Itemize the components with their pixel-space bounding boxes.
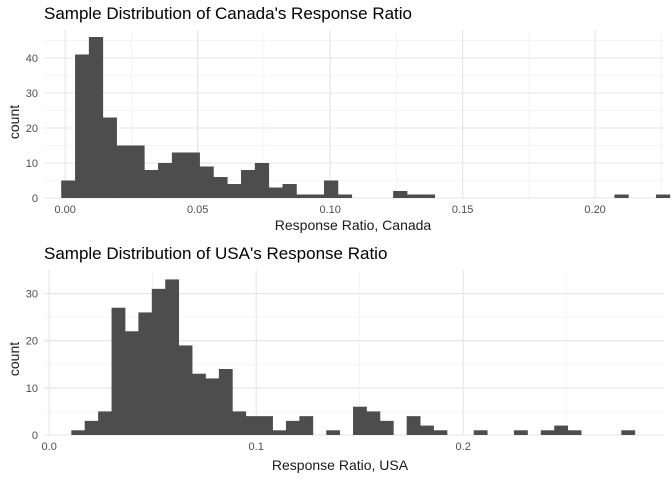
histogram-bar — [285, 420, 300, 435]
tick-labels: 0.00 0.05 0.10 0.15 0.20 0 10 20 30 40 — [26, 53, 606, 216]
histogram-bar — [124, 331, 139, 435]
histogram-bar — [227, 184, 242, 198]
histogram-bars — [71, 279, 636, 435]
x-axis-label: Response Ratio, Canada — [274, 217, 432, 233]
y-tick-label: 40 — [26, 53, 38, 65]
histogram-bar — [241, 170, 256, 198]
histogram-bar — [205, 378, 220, 435]
histogram-bar — [268, 187, 283, 198]
histogram-bar — [420, 194, 436, 198]
histogram-bar — [84, 420, 99, 435]
histogram-bar — [138, 312, 153, 435]
usa-histogram-panel: Sample Distribution of USA's Response Ra… — [0, 240, 672, 480]
x-tick-label: 0.2 — [456, 441, 471, 453]
histogram-bar — [324, 180, 339, 198]
histogram-bar — [75, 54, 90, 198]
histogram-bar — [554, 425, 569, 435]
histogram-bar — [655, 194, 671, 198]
histogram-bar — [272, 430, 287, 435]
x-axis-label: Response Ratio, USA — [271, 457, 409, 473]
histogram-bar — [185, 152, 200, 198]
histogram-bar — [406, 194, 422, 198]
histogram-bar — [353, 406, 367, 435]
histogram-bar — [473, 430, 488, 435]
histogram-bar — [567, 430, 582, 435]
histogram-bar — [337, 194, 353, 198]
histogram-bar — [366, 411, 381, 435]
histogram-bar — [199, 166, 214, 198]
y-tick-label: 0 — [32, 430, 38, 442]
y-axis-label: count — [6, 104, 22, 140]
histogram-bar — [213, 177, 228, 198]
histogram-bar — [130, 145, 145, 198]
histogram-bar — [192, 373, 206, 435]
histogram-bar — [245, 416, 260, 435]
y-tick-label: 30 — [26, 88, 38, 100]
y-tick-label: 20 — [26, 336, 38, 348]
histogram-bar — [282, 184, 297, 198]
x-tick-label: 0.0 — [42, 441, 57, 453]
histogram-bar — [379, 420, 394, 435]
x-tick-label: 0.1 — [249, 441, 264, 453]
y-tick-label: 10 — [26, 383, 38, 395]
chart-title: Sample Distribution of Canada's Response… — [44, 4, 412, 23]
y-tick-label: 20 — [26, 123, 38, 135]
canada-histogram-plot: 0.00 0.05 0.10 0.15 0.20 0 10 20 30 40 — [26, 30, 671, 216]
histogram-bar — [513, 430, 528, 435]
histogram-bar — [621, 430, 636, 435]
y-axis-label: count — [6, 341, 22, 377]
histogram-bar — [540, 430, 555, 435]
histogram-bar — [158, 163, 173, 198]
y-tick-label: 30 — [26, 289, 38, 301]
histogram-bar — [232, 411, 247, 435]
x-tick-label: 0.05 — [187, 204, 208, 216]
histogram-bar — [433, 430, 448, 435]
tick-labels: 0.0 0.1 0.2 0 10 20 30 — [26, 289, 471, 453]
usa-histogram-plot: 0.0 0.1 0.2 0 10 20 30 — [26, 270, 664, 453]
x-tick-label: 0.15 — [452, 204, 473, 216]
histogram-bar — [71, 430, 86, 435]
histogram-bar — [296, 194, 311, 198]
histogram-bar — [102, 117, 117, 198]
histogram-bar — [393, 191, 408, 198]
histogram-bar — [420, 425, 434, 435]
histogram-bar — [88, 37, 104, 198]
y-tick-label: 10 — [26, 158, 38, 170]
histogram-bars — [61, 37, 671, 198]
histogram-bar — [151, 288, 166, 435]
histogram-bar — [310, 194, 325, 198]
x-tick-label: 0.00 — [54, 204, 75, 216]
histogram-bar — [326, 430, 341, 435]
histogram-bar — [299, 416, 314, 435]
histogram-bar — [61, 180, 76, 198]
canada-histogram-panel: Sample Distribution of Canada's Response… — [6, 4, 671, 233]
histogram-bar — [259, 416, 273, 435]
x-tick-label: 0.10 — [319, 204, 340, 216]
histogram-bar — [111, 307, 126, 435]
y-tick-label: 0 — [32, 193, 38, 205]
histogram-bar — [165, 279, 180, 435]
histogram-bar — [406, 416, 421, 435]
histogram-bar — [178, 345, 193, 435]
histogram-bar — [614, 194, 629, 198]
chart-title: Sample Distribution of USA's Response Ra… — [44, 244, 388, 263]
histogram-bar — [171, 152, 187, 198]
histogram-bar — [98, 411, 112, 435]
histogram-bar — [218, 369, 233, 435]
histogram-bar — [254, 163, 270, 198]
histogram-bar — [144, 170, 159, 198]
x-tick-label: 0.20 — [584, 204, 605, 216]
histogram-bar — [116, 145, 131, 198]
